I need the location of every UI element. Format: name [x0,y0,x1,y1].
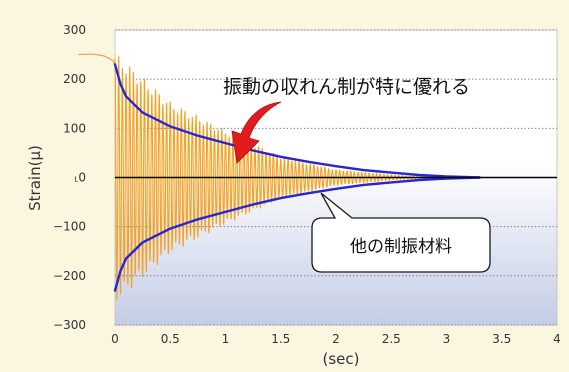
annotation-other-material: 他の制振材料 [350,237,452,257]
annotation-superior-damping: 振動の収れん制が特に優れる [223,76,470,98]
x-tick-labels: 0 0.5 1 1.5 2 2.5 3 3.5 4 [111,332,561,346]
y-tick-labels: 300 200 100 ˪0 −100 −200 −300 [53,23,86,332]
arrow-icon [231,101,282,164]
x-tick-label: 1 [222,332,230,346]
y-tick-label: −100 [53,220,86,234]
vibration-signal [78,53,431,300]
x-tick-label: 4 [553,332,561,346]
x-tick-label: 0.5 [161,332,180,346]
y-tick-label: −200 [53,269,86,283]
x-axis-title: (sec) [323,350,360,368]
x-tick-label: 2.5 [382,332,401,346]
y-tick-label: 200 [63,72,86,86]
y-tick-label: 100 [63,121,86,135]
x-tick-label: 2 [332,332,340,346]
annotation-arrow [231,101,282,164]
y-axis-title: Strain(μ) [26,145,44,211]
damping-envelopes [113,63,481,292]
upper-envelope-line [113,63,481,179]
x-tick-label: 0 [111,332,119,346]
y-tick-label: 300 [63,23,86,37]
y-tick-label: ˪0 [74,171,86,185]
vibration-signal-line [78,53,431,300]
annotation-callout-box: 他の制振材料 [311,192,491,273]
x-tick-label: 3 [443,332,451,346]
lower-envelope-line [113,176,481,292]
y-tick-label: −300 [53,318,86,332]
x-tick-label: 1.5 [271,332,290,346]
x-tick-label: 3.5 [492,332,511,346]
